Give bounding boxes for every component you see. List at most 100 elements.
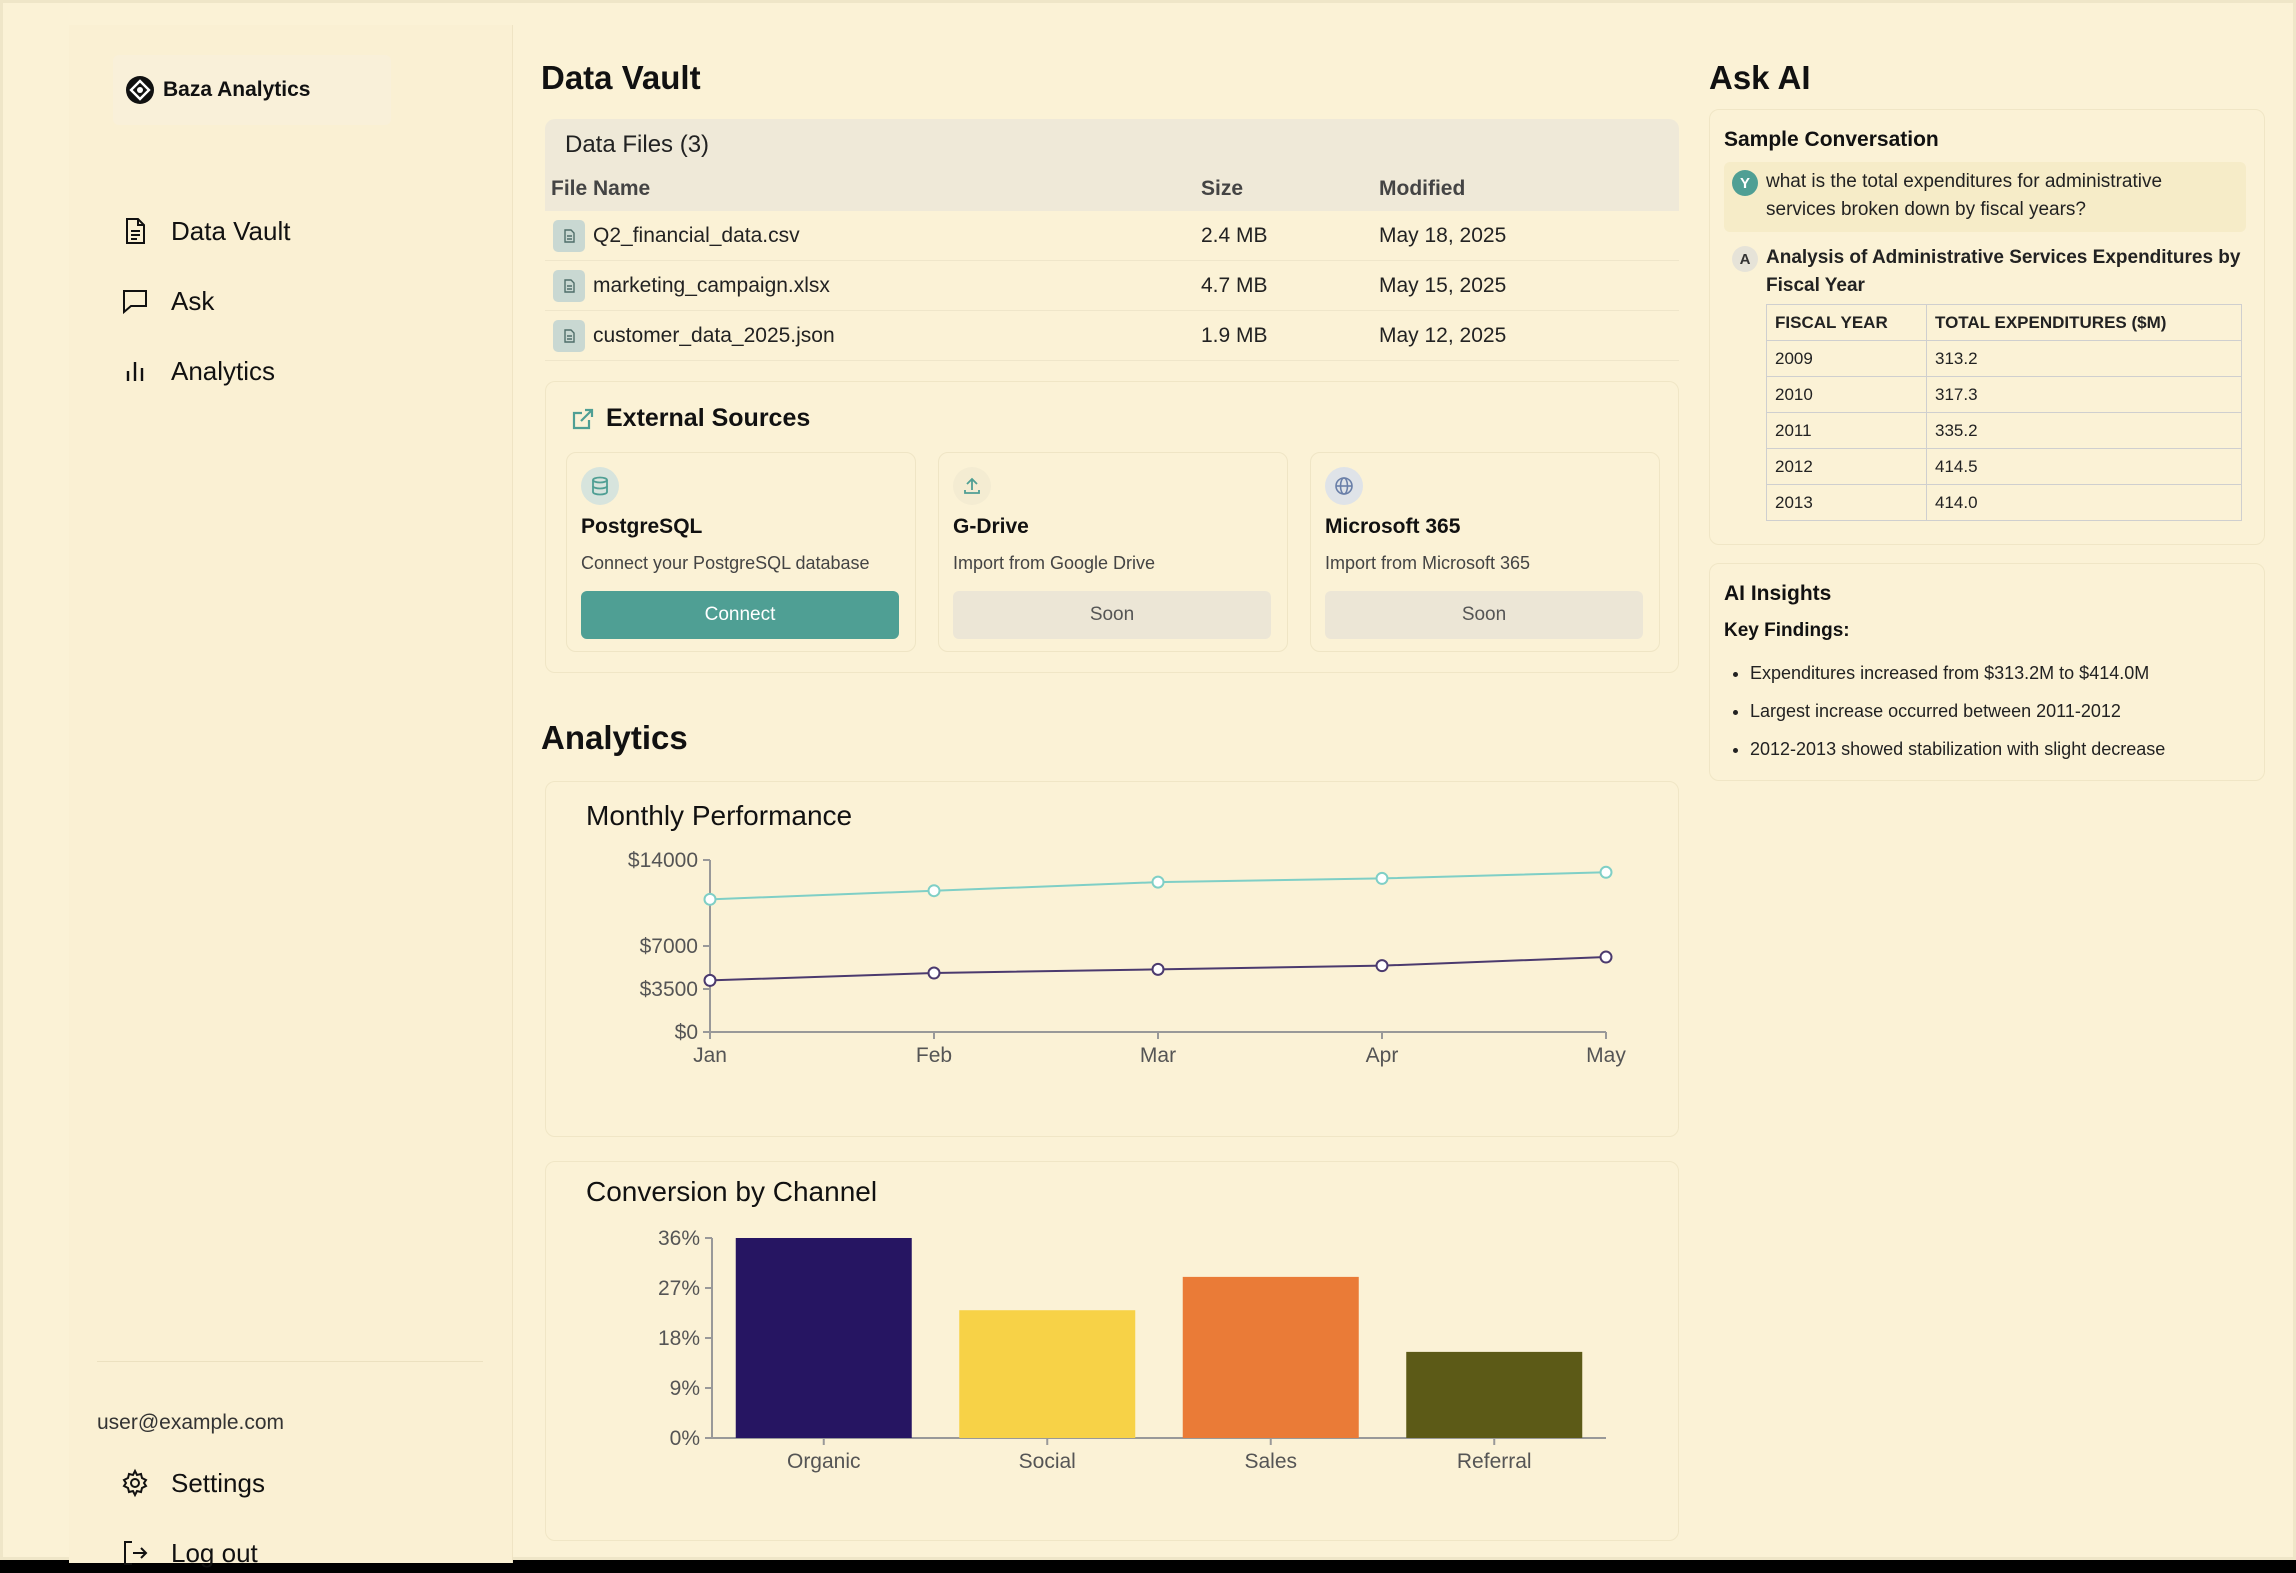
data-point bbox=[1375, 871, 1389, 885]
table-cell: 2012 bbox=[1766, 448, 1927, 485]
table-cell: 317.3 bbox=[1926, 376, 2242, 413]
soon-button[interactable]: Soon bbox=[1325, 591, 1643, 639]
insights-card: AI Insights Key Findings: Expenditures i… bbox=[1709, 563, 2265, 781]
bar-sales bbox=[1182, 1276, 1359, 1438]
y-tick-label: 27% bbox=[658, 1277, 700, 1300]
source-name: G-Drive bbox=[953, 515, 1029, 538]
table-cell: 313.2 bbox=[1926, 340, 2242, 377]
sidebar-divider bbox=[97, 1361, 483, 1362]
source-desc: Connect your PostgreSQL database bbox=[581, 553, 870, 573]
external-sources-title: External Sources bbox=[606, 404, 811, 432]
findings-list: Expenditures increased from $313.2M to $… bbox=[1750, 654, 2165, 768]
source-desc: Import from Microsoft 365 bbox=[1325, 553, 1531, 573]
y-tick-label: 0% bbox=[670, 1427, 700, 1450]
nav-item-ask[interactable]: Ask bbox=[119, 281, 214, 321]
x-tick-label: Sales bbox=[1244, 1450, 1297, 1473]
brand-name: Baza Analytics bbox=[163, 78, 311, 101]
bar-social bbox=[959, 1310, 1136, 1438]
table-header: FISCAL YEAR bbox=[1766, 304, 1927, 341]
x-tick-label: Referral bbox=[1457, 1450, 1532, 1473]
external-link-icon bbox=[572, 408, 594, 429]
table-row: 2009 313.2 bbox=[1766, 340, 2242, 377]
list-item: Expenditures increased from $313.2M to $… bbox=[1750, 654, 2165, 692]
logout-button[interactable]: Log out bbox=[119, 1533, 258, 1573]
file-row[interactable]: Q2_financial_data.csv 2.4 MB May 18, 202… bbox=[545, 211, 1679, 261]
bar-referral bbox=[1406, 1351, 1583, 1438]
file-size: 1.9 MB bbox=[1201, 324, 1268, 347]
x-tick-label: Jan bbox=[693, 1044, 727, 1067]
y-tick-label: $3500 bbox=[640, 978, 698, 1001]
file-row[interactable]: marketing_campaign.xlsx 4.7 MB May 15, 2… bbox=[545, 261, 1679, 311]
y-tick-label: $14000 bbox=[628, 849, 698, 872]
insights-title: AI Insights bbox=[1724, 582, 1832, 605]
file-icon bbox=[553, 220, 585, 252]
col-header-modified[interactable]: Modified bbox=[1379, 177, 1466, 200]
table-header: TOTAL EXPENDITURES ($M) bbox=[1926, 304, 2242, 341]
col-header-size[interactable]: Size bbox=[1201, 177, 1244, 200]
connect-button[interactable]: Connect bbox=[581, 591, 899, 639]
settings-button[interactable]: Settings bbox=[119, 1463, 265, 1503]
table-row: 2013 414.0 bbox=[1766, 484, 2242, 521]
bar-chart-card: Conversion by Channel 0% 9% 18% 27% 36% Organ… bbox=[545, 1161, 1679, 1541]
x-tick-label: Organic bbox=[787, 1450, 861, 1473]
conversation-card: Sample Conversation Y what is the total … bbox=[1709, 109, 2265, 545]
y-tick-label: 36% bbox=[658, 1227, 700, 1250]
bar-chart: 0% 9% 18% 27% 36% Organic Social Sales Referral bbox=[658, 1227, 1606, 1473]
x-tick-label: Apr bbox=[1366, 1044, 1399, 1067]
database-icon bbox=[581, 467, 619, 505]
col-header-name[interactable]: File Name bbox=[551, 177, 651, 200]
y-tick-label: $7000 bbox=[640, 935, 698, 958]
gear-icon bbox=[122, 1468, 148, 1498]
y-tick-label: 9% bbox=[670, 1377, 700, 1400]
brand-logo[interactable]: Baza Analytics bbox=[113, 55, 391, 125]
data-point bbox=[1599, 950, 1613, 964]
bar-chart-icon bbox=[126, 362, 144, 381]
file-size: 2.4 MB bbox=[1201, 224, 1268, 247]
file-name: marketing_campaign.xlsx bbox=[593, 274, 830, 297]
user-email: user@example.com bbox=[97, 1411, 285, 1434]
list-item: Largest increase occurred between 2011-2… bbox=[1750, 692, 2165, 730]
table-cell: 2010 bbox=[1766, 376, 1927, 413]
source-card-microsoft365: Microsoft 365 Import from Microsoft 365 … bbox=[1310, 452, 1660, 652]
soon-button[interactable]: Soon bbox=[953, 591, 1271, 639]
file-size: 4.7 MB bbox=[1201, 274, 1268, 297]
y-tick-label: $0 bbox=[675, 1021, 698, 1044]
table-cell: 414.0 bbox=[1926, 484, 2242, 521]
chat-icon bbox=[123, 290, 147, 315]
logout-label: Log out bbox=[171, 1537, 258, 1568]
x-tick-label: Mar bbox=[1140, 1044, 1176, 1067]
source-card-postgresql: PostgreSQL Connect your PostgreSQL datab… bbox=[566, 452, 916, 652]
x-tick-label: Social bbox=[1019, 1450, 1076, 1473]
line-chart: $0 $3500 $7000 $14000 Jan Feb Mar Apr May bbox=[628, 849, 1626, 1067]
nav-label: Ask bbox=[171, 285, 215, 316]
conversation-title: Sample Conversation bbox=[1724, 128, 1939, 151]
table-cell: 2013 bbox=[1766, 484, 1927, 521]
ask-ai-title: Ask AI bbox=[1709, 59, 1811, 96]
ai-response-title: Analysis of Administrative Services Expe… bbox=[1766, 247, 2241, 296]
x-tick-label: May bbox=[1586, 1044, 1626, 1067]
external-sources-card: External Sources PostgreSQL Connect your… bbox=[545, 381, 1679, 673]
nav-item-analytics[interactable]: Analytics bbox=[119, 351, 275, 391]
settings-label: Settings bbox=[171, 1467, 265, 1498]
document-icon bbox=[126, 218, 145, 244]
user-question: what is the total expenditures for admin… bbox=[1766, 171, 2163, 220]
source-name: PostgreSQL bbox=[581, 515, 703, 538]
analytics-title: Analytics bbox=[541, 719, 688, 756]
external-sources-header: External Sources bbox=[570, 404, 810, 433]
expenditures-table: FISCAL YEAR TOTAL EXPENDITURES ($M) 2009… bbox=[1766, 304, 2242, 521]
nav-item-data-vault[interactable]: Data Vault bbox=[119, 211, 290, 251]
source-desc: Import from Google Drive bbox=[953, 553, 1156, 573]
x-tick-label: Feb bbox=[916, 1044, 952, 1067]
file-row[interactable]: customer_data_2025.json 1.9 MB May 12, 2… bbox=[545, 311, 1679, 361]
data-point bbox=[703, 973, 717, 987]
data-point bbox=[1151, 875, 1165, 889]
ai-avatar: A bbox=[1732, 246, 1758, 272]
file-modified: May 18, 2025 bbox=[1379, 224, 1507, 247]
file-name: customer_data_2025.json bbox=[593, 324, 835, 347]
line-chart-card: Monthly Performance $0 $3500 $7000 $14000 Ja… bbox=[545, 781, 1679, 1137]
source-name: Microsoft 365 bbox=[1325, 515, 1461, 538]
table-row: 2011 335.2 bbox=[1766, 412, 2242, 449]
data-point bbox=[1375, 959, 1389, 973]
globe-icon bbox=[1325, 467, 1363, 505]
